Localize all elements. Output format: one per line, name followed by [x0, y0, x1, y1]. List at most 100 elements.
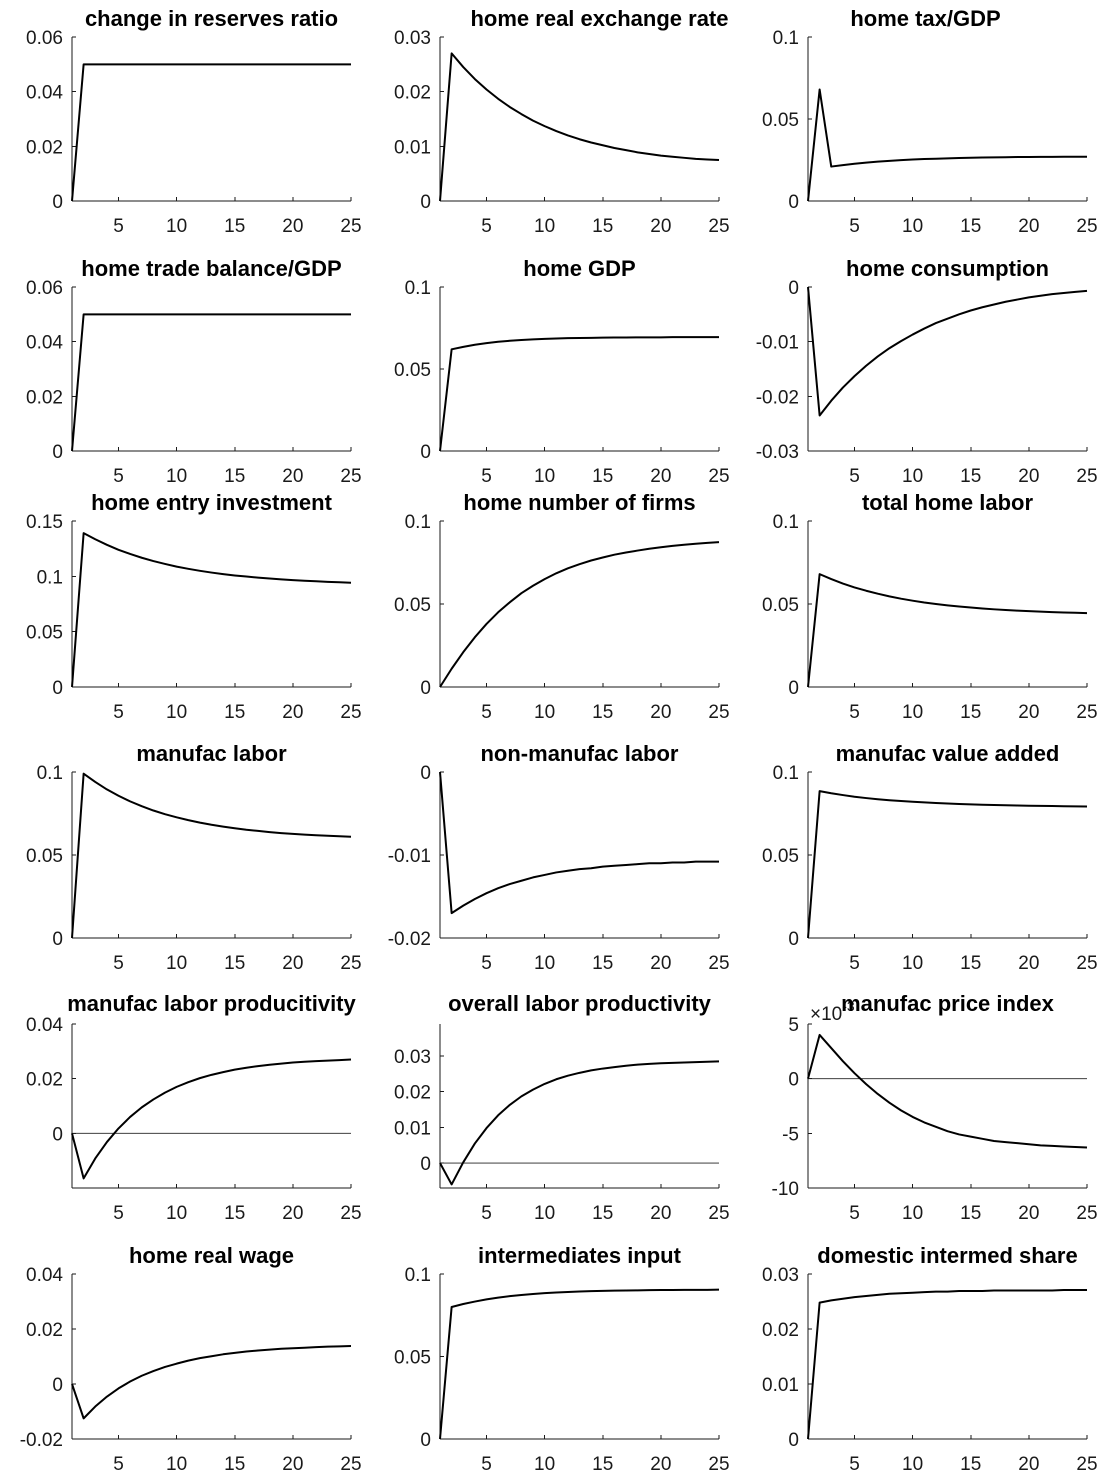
- x-tick-label: 25: [1076, 1454, 1097, 1475]
- x-tick-label: 20: [282, 702, 303, 723]
- x-tick-label: 15: [224, 702, 245, 723]
- x-tick-label: 25: [340, 466, 361, 487]
- y-tick-label: 0.02: [394, 83, 431, 104]
- subplot-9: 0 0.05 0.1 5 10 15 20 25 total home labor: [762, 490, 1098, 723]
- subplot-title: domestic intermed share: [817, 1243, 1077, 1268]
- y-tick-label: 0.02: [26, 387, 63, 408]
- x-tick-label: 25: [708, 1203, 729, 1224]
- subplot-10: 0 0.05 0.1 5 10 15 20 25 manufac labor: [26, 741, 362, 974]
- x-tick-label: 15: [224, 953, 245, 974]
- x-tick-label: 5: [849, 702, 860, 723]
- x-tick-label: 15: [960, 216, 981, 237]
- series-line: [807, 1288, 1087, 1440]
- series-line: [71, 532, 352, 688]
- y-tick-label: 0: [788, 278, 799, 299]
- x-tick-label: 25: [708, 216, 729, 237]
- x-tick-label: 15: [960, 953, 981, 974]
- series-line: [807, 88, 1087, 202]
- y-tick-label: 0.03: [394, 28, 431, 49]
- y-tick-label: -0.02: [756, 387, 799, 408]
- subplot-title: total home labor: [862, 490, 1034, 515]
- subplot-title: home GDP: [523, 256, 635, 281]
- x-tick-label: 15: [960, 702, 981, 723]
- series-line: [807, 573, 1088, 688]
- series-line: [71, 313, 351, 452]
- series-line: [439, 771, 719, 915]
- series-line: [439, 1060, 720, 1186]
- subplot-title: home number of firms: [463, 490, 695, 515]
- x-tick-label: 15: [592, 1203, 613, 1224]
- x-tick-label: 5: [481, 953, 492, 974]
- x-tick-label: 5: [481, 1454, 492, 1475]
- x-tick-label: 15: [224, 466, 245, 487]
- subplot-title: home real exchange rate: [470, 6, 728, 31]
- y-tick-label: 0.1: [37, 763, 63, 784]
- y-tick-label: -10: [772, 1179, 799, 1200]
- subplot-14: 0 0.01 0.02 0.03 5 10 15 20 25 overall labor prod…: [394, 991, 730, 1224]
- x-tick-label: 25: [708, 1454, 729, 1475]
- subplot-11: -0.02 -0.01 0 5 10 15 20 25 non-manufac labor: [388, 741, 730, 974]
- y-tick-label: 0: [52, 192, 63, 213]
- x-tick-label: 20: [282, 1203, 303, 1224]
- y-tick-label: 0: [52, 442, 63, 463]
- y-tick-label: 0.01: [762, 1375, 799, 1396]
- y-tick-label: -0.02: [20, 1430, 63, 1451]
- y-tick-label: 0.04: [26, 1015, 63, 1036]
- subplot-title: overall labor productivity: [448, 991, 712, 1016]
- x-tick-label: 10: [534, 466, 555, 487]
- x-tick-label: 5: [481, 466, 492, 487]
- subplot-4: 0 0.02 0.04 0.06 5 10 15 20 25 home trade balance…: [26, 256, 362, 487]
- x-tick-label: 10: [166, 216, 187, 237]
- x-tick-label: 15: [960, 466, 981, 487]
- x-tick-label: 10: [902, 1454, 923, 1475]
- x-tick-label: 5: [849, 216, 860, 237]
- y-tick-label: 0: [52, 1124, 63, 1145]
- x-tick-label: 10: [534, 953, 555, 974]
- x-tick-label: 25: [708, 702, 729, 723]
- x-tick-label: 25: [708, 953, 729, 974]
- x-tick-label: 20: [650, 953, 671, 974]
- x-tick-label: 15: [592, 1454, 613, 1475]
- y-tick-label: 0.1: [405, 512, 431, 533]
- x-tick-label: 5: [481, 1203, 492, 1224]
- series-line: [71, 1345, 352, 1420]
- x-tick-label: 5: [849, 1203, 860, 1224]
- x-tick-label: 20: [282, 466, 303, 487]
- x-tick-label: 15: [592, 466, 613, 487]
- x-tick-label: 20: [650, 1203, 671, 1224]
- subplot-title: manufac labor: [136, 741, 287, 766]
- subplot-title: home consumption: [846, 256, 1049, 281]
- y-tick-label: 0.05: [762, 846, 799, 867]
- x-tick-label: 10: [902, 1203, 923, 1224]
- x-tick-label: 25: [340, 1454, 361, 1475]
- y-tick-label: 0: [420, 678, 431, 699]
- y-tick-label: 0: [52, 929, 63, 950]
- y-tick-label: -5: [782, 1124, 799, 1145]
- subplot-title: home trade balance/GDP: [81, 256, 341, 281]
- x-tick-label: 25: [1076, 216, 1097, 237]
- y-tick-label: 0: [420, 1154, 431, 1175]
- x-tick-label: 10: [902, 702, 923, 723]
- y-tick-label: 0: [420, 1430, 431, 1451]
- y-tick-label: -0.01: [388, 846, 431, 867]
- x-tick-label: 15: [224, 216, 245, 237]
- x-tick-label: 20: [282, 953, 303, 974]
- y-tick-label: 0.1: [773, 28, 799, 49]
- subplot-6: -0.03 -0.02 -0.01 0 5 10 15 20 25 home consumptio…: [756, 256, 1098, 487]
- x-tick-label: 20: [1018, 953, 1039, 974]
- y-tick-label: 0.05: [26, 623, 63, 644]
- subplot-13: 0 0.02 0.04 5 10 15 20 25 manufac labor producit…: [26, 991, 362, 1224]
- subplot-12: 0 0.05 0.1 5 10 15 20 25 manufac value added: [762, 741, 1098, 974]
- y-tick-label: 0: [52, 1375, 63, 1396]
- x-tick-label: 25: [1076, 953, 1097, 974]
- y-tick-label: 0.01: [394, 137, 431, 158]
- x-tick-label: 25: [1076, 466, 1097, 487]
- y-tick-label: 0.02: [26, 1070, 63, 1091]
- x-tick-label: 20: [650, 1454, 671, 1475]
- y-tick-label: 0: [420, 763, 431, 784]
- x-tick-label: 10: [534, 216, 555, 237]
- x-tick-label: 5: [113, 1454, 124, 1475]
- x-tick-label: 10: [534, 1203, 555, 1224]
- x-tick-label: 5: [113, 702, 124, 723]
